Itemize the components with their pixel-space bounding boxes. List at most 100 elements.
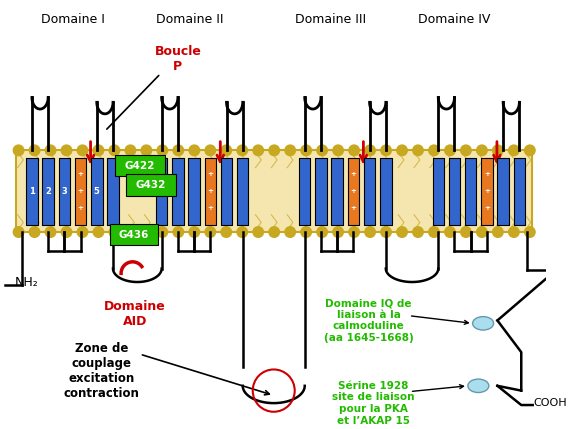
Circle shape: [525, 227, 535, 237]
Text: Domaine IV: Domaine IV: [419, 13, 490, 26]
Circle shape: [77, 227, 88, 237]
Bar: [107, 158, 119, 225]
Circle shape: [269, 145, 279, 156]
Bar: [156, 158, 167, 225]
Bar: [42, 158, 54, 225]
Text: 5: 5: [94, 187, 100, 196]
Circle shape: [61, 227, 72, 237]
Circle shape: [125, 145, 136, 156]
Circle shape: [429, 227, 439, 237]
Bar: [59, 158, 70, 225]
Circle shape: [493, 227, 503, 237]
Text: +: +: [484, 188, 490, 194]
Bar: [91, 158, 103, 225]
Bar: [15, 150, 532, 232]
Circle shape: [157, 145, 168, 156]
Bar: [188, 158, 200, 225]
Text: +: +: [351, 172, 356, 178]
Circle shape: [349, 227, 359, 237]
Circle shape: [381, 145, 391, 156]
Bar: [237, 158, 248, 225]
Text: Zone de
couplage
excitation
contraction: Zone de couplage excitation contraction: [63, 342, 139, 400]
Bar: [331, 158, 343, 225]
Bar: [221, 158, 232, 225]
Text: COOH: COOH: [534, 398, 567, 408]
Circle shape: [173, 145, 184, 156]
Circle shape: [29, 227, 40, 237]
Text: Boucle
P: Boucle P: [154, 45, 202, 73]
Circle shape: [333, 145, 343, 156]
Bar: [315, 158, 327, 225]
Circle shape: [301, 145, 311, 156]
Circle shape: [221, 145, 231, 156]
Circle shape: [477, 145, 487, 156]
Circle shape: [29, 145, 40, 156]
Text: 3: 3: [62, 187, 67, 196]
Bar: [514, 158, 525, 225]
Circle shape: [461, 145, 471, 156]
Circle shape: [93, 227, 104, 237]
Circle shape: [445, 145, 455, 156]
Circle shape: [413, 227, 423, 237]
Circle shape: [13, 145, 24, 156]
Text: Domaine IQ de
liaison à la
calmoduline
(aa 1645-1668): Domaine IQ de liaison à la calmoduline (…: [324, 298, 413, 343]
Ellipse shape: [473, 317, 493, 330]
Bar: [348, 158, 359, 225]
Circle shape: [157, 227, 168, 237]
Circle shape: [125, 227, 136, 237]
Circle shape: [237, 145, 247, 156]
Circle shape: [77, 145, 88, 156]
Bar: [380, 158, 392, 225]
Bar: [481, 158, 493, 225]
Bar: [204, 158, 216, 225]
Text: +: +: [484, 172, 490, 178]
Circle shape: [205, 145, 215, 156]
Text: G422: G422: [124, 161, 155, 171]
Circle shape: [13, 227, 24, 237]
Circle shape: [269, 227, 279, 237]
Circle shape: [45, 145, 56, 156]
Bar: [75, 158, 86, 225]
Circle shape: [141, 145, 152, 156]
Bar: [364, 158, 375, 225]
Bar: [299, 158, 311, 225]
Circle shape: [493, 145, 503, 156]
Bar: [115, 155, 164, 176]
Text: G436: G436: [119, 230, 149, 240]
Text: +: +: [207, 205, 213, 211]
Circle shape: [109, 145, 120, 156]
Bar: [172, 158, 184, 225]
Circle shape: [173, 227, 184, 237]
Text: +: +: [351, 188, 356, 194]
Text: Domaine
AID: Domaine AID: [104, 300, 166, 328]
Circle shape: [509, 227, 519, 237]
Circle shape: [205, 227, 215, 237]
Text: G432: G432: [136, 180, 166, 190]
Circle shape: [381, 227, 391, 237]
Circle shape: [61, 145, 72, 156]
Text: NH₂: NH₂: [15, 275, 38, 289]
Circle shape: [189, 145, 199, 156]
Circle shape: [189, 227, 199, 237]
Ellipse shape: [468, 379, 489, 393]
Text: 1: 1: [29, 187, 35, 196]
Circle shape: [461, 227, 471, 237]
Circle shape: [285, 227, 295, 237]
Text: +: +: [78, 172, 83, 178]
Text: Domaine II: Domaine II: [155, 13, 223, 26]
Circle shape: [333, 227, 343, 237]
Circle shape: [221, 227, 231, 237]
Circle shape: [285, 145, 295, 156]
Bar: [110, 224, 158, 245]
Circle shape: [397, 227, 407, 237]
Circle shape: [477, 227, 487, 237]
Bar: [26, 158, 38, 225]
Bar: [433, 158, 444, 225]
Bar: [449, 158, 460, 225]
Text: Domaine I: Domaine I: [41, 13, 105, 26]
Text: +: +: [78, 205, 83, 211]
Text: Domaine III: Domaine III: [295, 13, 366, 26]
Text: +: +: [78, 188, 83, 194]
Text: Sérine 1928
site de liaison
pour la PKA
et l’AKAP 15: Sérine 1928 site de liaison pour la PKA …: [332, 381, 415, 426]
Text: +: +: [351, 205, 356, 211]
